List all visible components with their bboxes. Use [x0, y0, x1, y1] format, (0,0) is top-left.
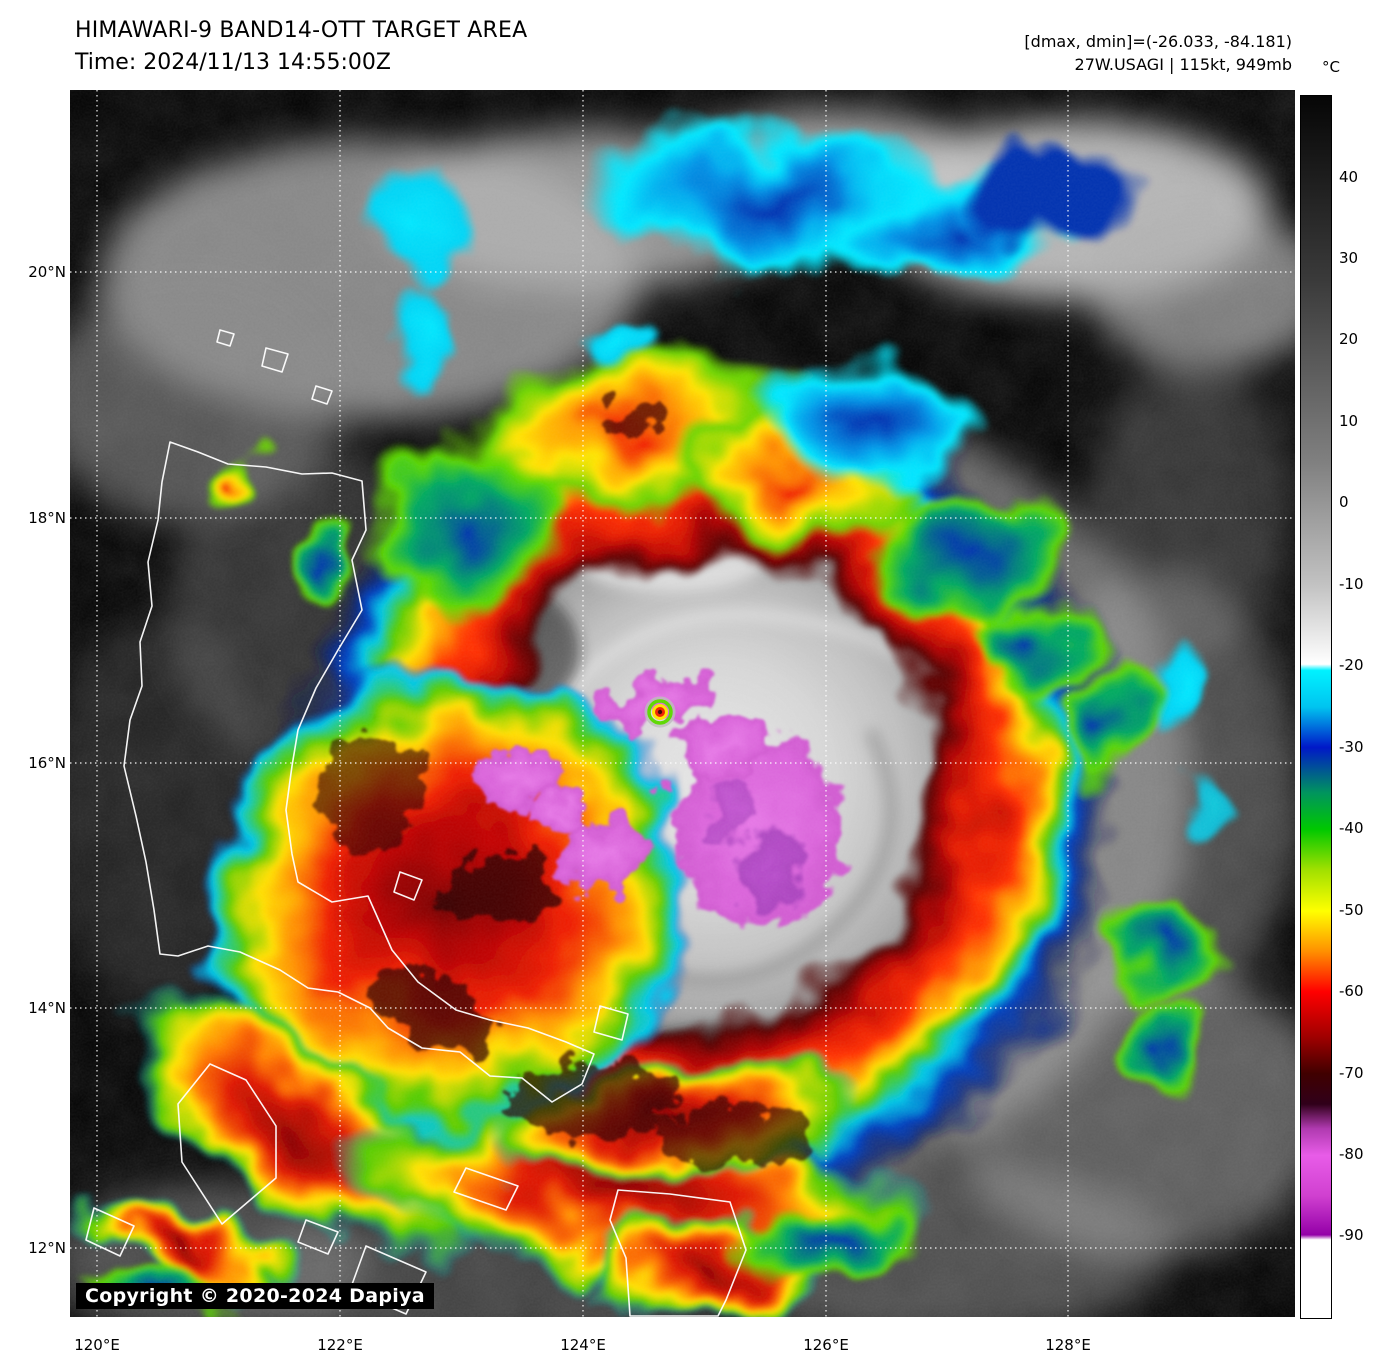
lat-label-16n: 16°N	[28, 754, 66, 772]
cb-tick-n80: -80	[1339, 1145, 1364, 1164]
lon-label-124e: 124°E	[560, 1336, 606, 1354]
satellite-map: Copyright © 2020-2024 Dapiya	[70, 90, 1295, 1317]
cb-tick-n30: -30	[1339, 737, 1364, 756]
cb-tick-40: 40	[1339, 167, 1359, 186]
lon-label-122e: 122°E	[317, 1336, 363, 1354]
cb-tick-n50: -50	[1339, 900, 1364, 919]
storm-info: 27W.USAGI | 115kt, 949mb	[1074, 55, 1292, 74]
cb-tick-0: 0	[1339, 493, 1349, 512]
lat-label-18n: 18°N	[28, 509, 66, 527]
lon-label-126e: 126°E	[803, 1336, 849, 1354]
cb-tick-n20: -20	[1339, 656, 1364, 675]
lon-label-120e: 120°E	[74, 1336, 120, 1354]
lat-label-14n: 14°N	[28, 999, 66, 1017]
lat-label-20n: 20°N	[28, 263, 66, 281]
cb-tick-30: 30	[1339, 248, 1359, 267]
timestamp: Time: 2024/11/13 14:55:00Z	[75, 50, 391, 75]
copyright: Copyright © 2020-2024 Dapiya	[76, 1283, 434, 1309]
lat-label-12n: 12°N	[28, 1239, 66, 1257]
colorbar-unit-label: °C	[1322, 58, 1340, 76]
cb-tick-n70: -70	[1339, 1063, 1364, 1082]
header-meta: [dmax, dmin]=(-26.033, -84.181) 27W.USAG…	[1024, 30, 1292, 76]
coastline-layer	[85, 329, 747, 1317]
satellite-image	[70, 90, 1295, 1317]
page-title: HIMAWARI-9 BAND14-OTT TARGET AREA	[75, 18, 528, 43]
cb-tick-n90: -90	[1339, 1226, 1364, 1245]
grain-layer	[70, 90, 1295, 1317]
cb-tick-n60: -60	[1339, 982, 1364, 1001]
colorbar-tick-labels: 40 30 20 10 0 -10 -20 -30 -40 -50 -60 -7…	[1339, 95, 1387, 1317]
cb-tick-10: 10	[1339, 411, 1359, 430]
cb-tick-n40: -40	[1339, 819, 1364, 838]
lon-label-128e: 128°E	[1045, 1336, 1091, 1354]
cb-tick-n10: -10	[1339, 574, 1364, 593]
gridline-layer	[70, 90, 1295, 1317]
dmax-dmin-readout: [dmax, dmin]=(-26.033, -84.181)	[1024, 32, 1292, 51]
temperature-colorbar	[1300, 95, 1332, 1319]
cb-tick-20: 20	[1339, 330, 1359, 349]
